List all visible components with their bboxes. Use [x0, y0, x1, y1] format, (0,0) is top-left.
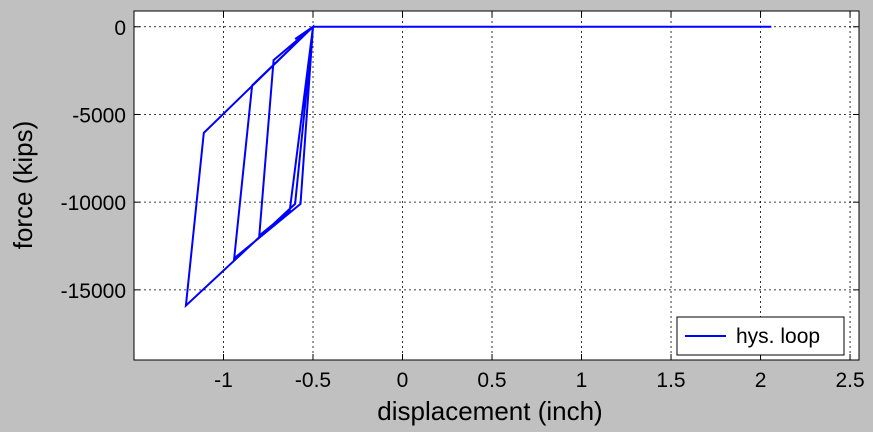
y-tick-label: 0	[114, 17, 126, 40]
plot-area	[133, 10, 860, 361]
y-tick-label: -5000	[72, 104, 126, 127]
x-tick-labels: -1 -0.5 0 0.5 1 1.5 2 2.5	[214, 369, 864, 392]
x-tick-label: 2.5	[835, 369, 864, 392]
grid-lines	[134, 11, 859, 360]
y-axis-label: force (kips)	[8, 121, 38, 250]
x-tick-label: 0	[397, 369, 409, 392]
tick-marks	[134, 11, 859, 360]
series-line-hys-loop	[184, 24, 772, 309]
series-group	[184, 24, 772, 309]
x-tick-label: -0.5	[295, 369, 331, 392]
x-tick-label: 1	[576, 369, 588, 392]
y-tick-label: -10000	[61, 192, 126, 215]
x-tick-label: 1.5	[656, 369, 685, 392]
x-axis-label: displacement (inch)	[377, 396, 602, 426]
legend: hys. loop	[676, 316, 845, 356]
y-tick-label: -15000	[61, 280, 126, 303]
x-tick-label: 0.5	[477, 369, 506, 392]
x-tick-label: 2	[755, 369, 767, 392]
legend-label: hys. loop	[736, 325, 820, 348]
x-tick-label: -1	[214, 369, 233, 392]
y-tick-labels: 0 -5000 -10000 -15000	[61, 17, 126, 303]
